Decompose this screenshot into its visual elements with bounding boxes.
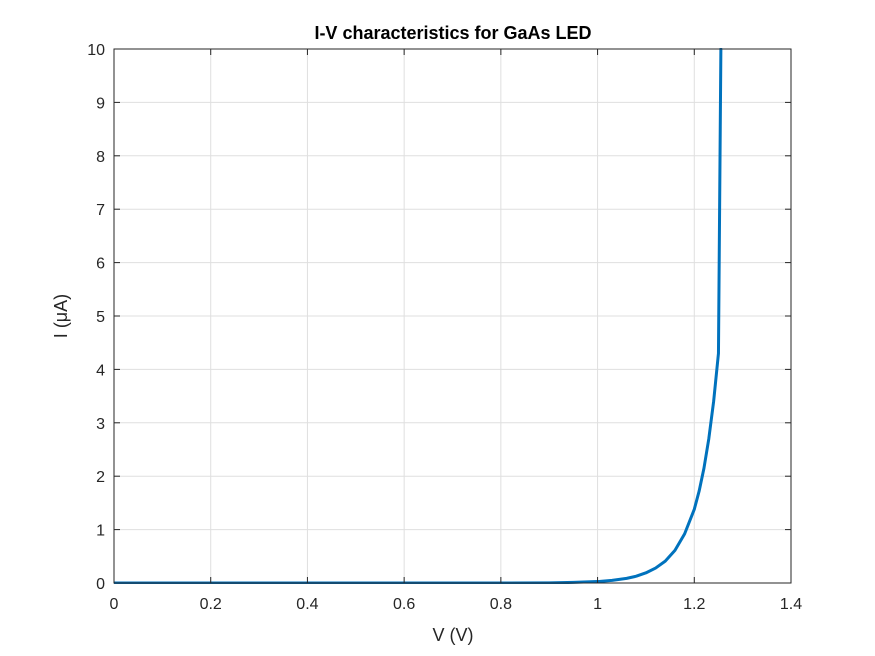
y-tick-label: 0 — [96, 576, 105, 593]
y-tick-label: 10 — [87, 42, 105, 59]
x-tick-label: 1 — [593, 596, 602, 613]
y-tick-label: 8 — [96, 149, 105, 166]
y-tick-label: 7 — [96, 202, 105, 219]
y-tick-labels: 0 1 2 3 4 5 6 7 8 9 10 — [87, 42, 105, 593]
grid — [113, 48, 792, 584]
x-tick-label: 1.2 — [683, 596, 705, 613]
y-tick-label: 5 — [96, 309, 105, 326]
axes — [113, 48, 792, 584]
y-tick-label: 9 — [96, 95, 105, 112]
x-tick-label: 0 — [110, 596, 119, 613]
y-tick-label: 1 — [96, 523, 105, 540]
y-tick-label: 6 — [96, 256, 105, 273]
x-tick-labels: 0 0.2 0.4 0.6 0.8 1 1.2 1.4 — [110, 596, 803, 613]
y-tick-label: 2 — [96, 469, 105, 486]
y-tick-label: 4 — [96, 362, 105, 379]
y-axis-label: I (μA) — [51, 294, 71, 338]
x-tick-label: 0.2 — [200, 596, 222, 613]
chart-title: I-V characteristics for GaAs LED — [314, 23, 591, 43]
x-tick-label: 0.6 — [393, 596, 415, 613]
axes-box — [113, 48, 792, 584]
x-tick-label: 0.8 — [490, 596, 512, 613]
x-tick-label: 0.4 — [296, 596, 318, 613]
y-tick-label: 3 — [96, 416, 105, 433]
x-tick-label: 1.4 — [780, 596, 802, 613]
x-axis-label: V (V) — [432, 625, 473, 645]
